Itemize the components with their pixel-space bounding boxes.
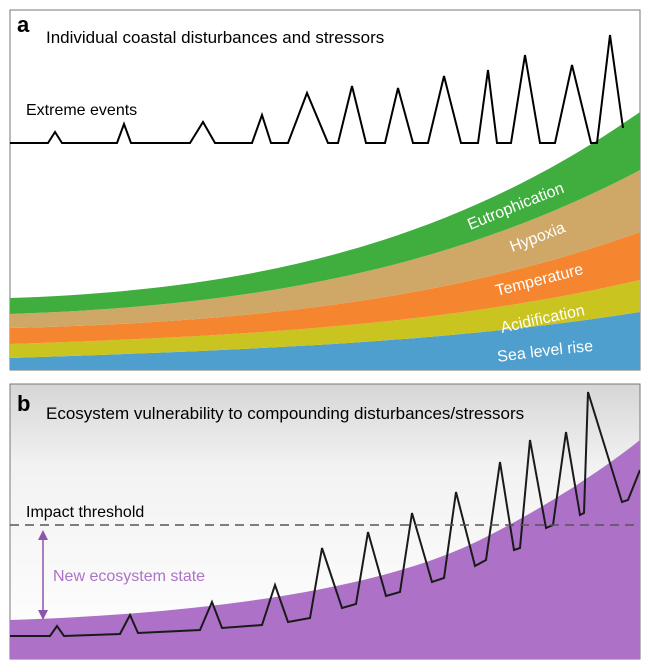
panel-a-title: Individual coastal disturbances and stre… — [46, 28, 384, 47]
extreme-events-line — [10, 34, 624, 144]
new-state-fill — [10, 440, 640, 659]
impact-threshold-label: Impact threshold — [26, 504, 144, 521]
state-shift-arrow — [38, 530, 48, 620]
panel-b-title: Ecosystem vulnerability to compounding d… — [46, 404, 524, 423]
panel-a: a Individual coastal disturbances and st… — [9, 9, 641, 371]
band-hypoxia — [10, 170, 640, 328]
extreme-events-label: Extreme events — [26, 102, 137, 119]
stressor-bands — [10, 112, 640, 370]
panel-a-letter: a — [17, 12, 30, 37]
band-sea-level-rise — [10, 312, 640, 370]
new-ecosystem-state-label: New ecosystem state — [53, 568, 205, 585]
band-temperature — [10, 232, 640, 344]
vulnerability-line — [10, 391, 640, 638]
panel-b-letter: b — [17, 391, 30, 416]
panel-b: b Ecosystem vulnerability to compounding… — [9, 383, 641, 660]
band-acidification — [10, 280, 640, 358]
band-eutrophication — [10, 112, 640, 314]
